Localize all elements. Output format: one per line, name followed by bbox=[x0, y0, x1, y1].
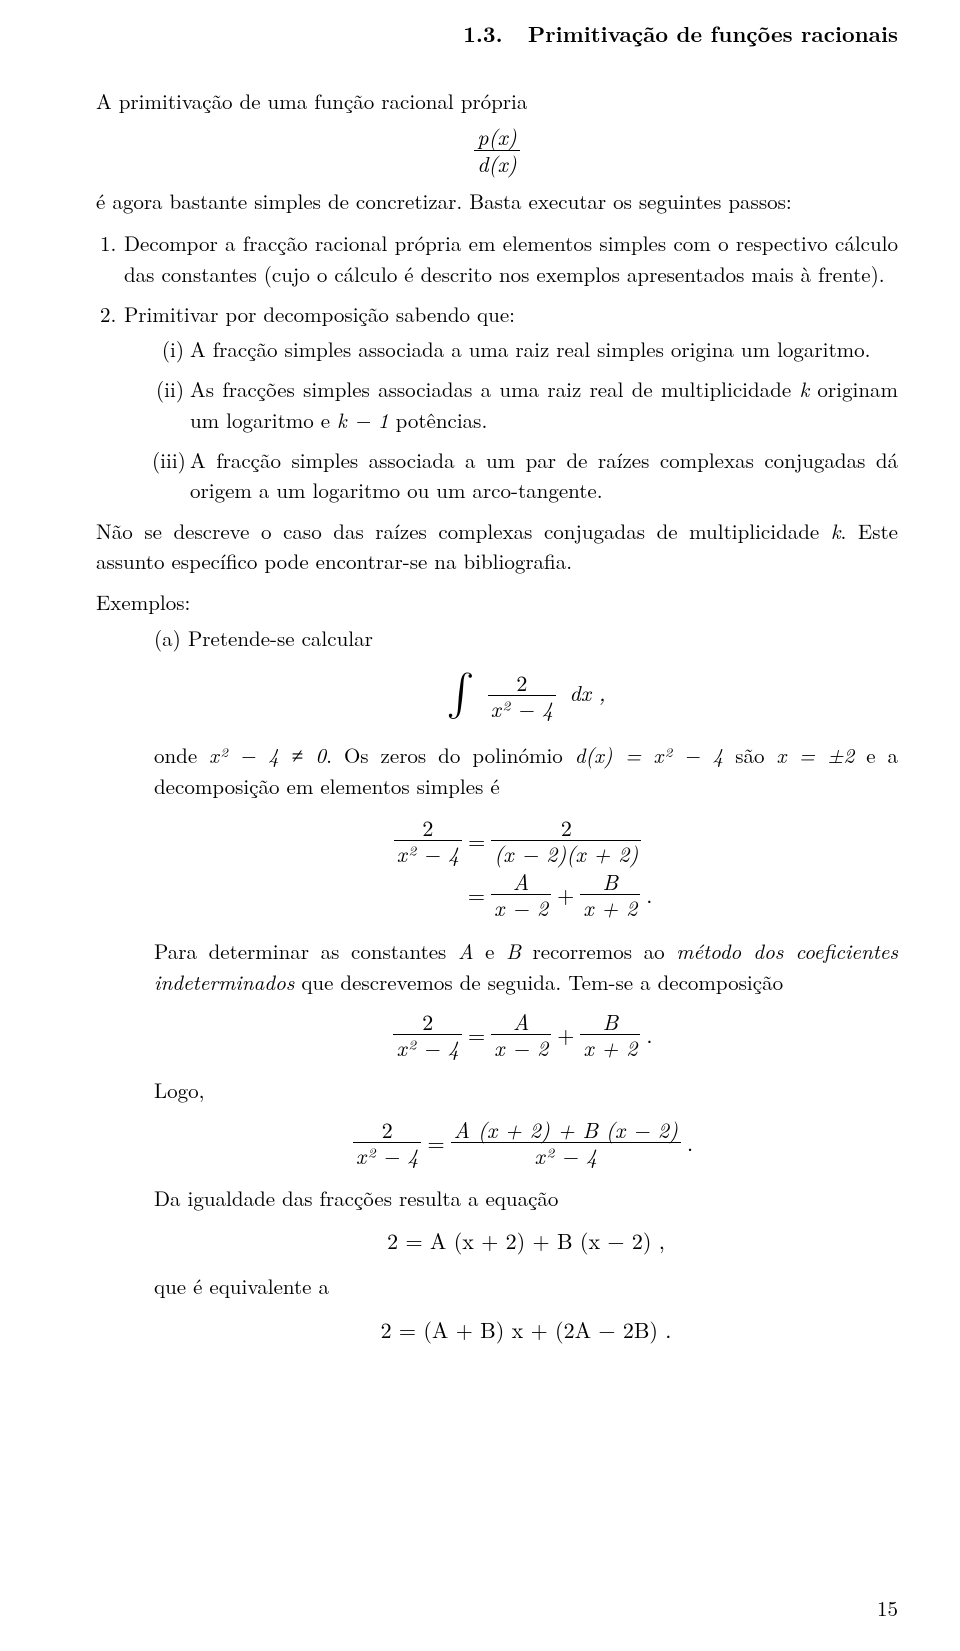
example-a-eq4: 2 = A (x + 2) + B (x − 2) , bbox=[154, 1225, 898, 1257]
example-a: (a)Pretende-se calcular ∫ 2 x² − 4 dx , … bbox=[154, 623, 898, 1345]
after-list-p1-a: Não se descreve o caso das raízes comple… bbox=[96, 516, 831, 546]
eq2-plus: + bbox=[551, 1019, 580, 1051]
eq1-eq: = bbox=[462, 825, 491, 857]
section-title: Primitivação de funções racionais bbox=[528, 18, 898, 49]
substep-i: (i)A fracção simples associada a uma rai… bbox=[152, 334, 898, 364]
eq3-dot: . bbox=[681, 1127, 699, 1159]
eq3-eq: = bbox=[421, 1127, 450, 1159]
example-a-p3: Para determinar as constantes A e B reco… bbox=[154, 936, 898, 997]
step-1: 1.Decompor a fracção racional própria em… bbox=[96, 228, 898, 289]
eq4-text: 2 = A (x + 2) + B (x − 2) , bbox=[387, 1225, 665, 1256]
example-a-logo: Logo, bbox=[154, 1075, 898, 1105]
substep-ii-expr: k − 1 bbox=[337, 405, 389, 435]
examples-label: Exemplos: bbox=[96, 587, 898, 617]
example-a-integral: ∫ 2 x² − 4 dx , bbox=[154, 666, 898, 727]
int-dx: dx , bbox=[569, 677, 605, 708]
eq1-eq2: = bbox=[462, 879, 491, 911]
substep-iii-marker: (iii) bbox=[152, 445, 190, 475]
p3-a: Para determinar as constantes bbox=[154, 936, 458, 966]
eq2-eq: = bbox=[462, 1019, 491, 1051]
example-a-p1: (a)Pretende-se calcular bbox=[188, 623, 898, 653]
intro-p2: é agora bastante simples de concretizar.… bbox=[96, 186, 898, 216]
eq1-r2b-den: x + 2 bbox=[580, 895, 640, 920]
substep-i-marker: (i) bbox=[152, 334, 190, 364]
p2-cond: x² − 4 ≠ 0 bbox=[209, 740, 326, 770]
example-a-eq1: 2 x² − 4 = 2 (x − 2)(x + 2) 2 x² − 4 = A… bbox=[154, 813, 898, 922]
substep-iii-text: A fracção simples associada a um par de … bbox=[190, 445, 898, 505]
after-list-p1-k: k bbox=[831, 516, 841, 546]
section-header: 1.3. Primitivação de funções racionais bbox=[96, 18, 898, 50]
integral-icon: ∫ bbox=[446, 664, 474, 725]
eq1-dot: . bbox=[640, 879, 658, 911]
p2-roots: x = ±2 bbox=[777, 740, 855, 770]
p3-d: que descrevemos de seguida. Tem-se a dec… bbox=[294, 967, 783, 997]
eq2-a-den: x − 2 bbox=[491, 1035, 551, 1060]
step-1-marker: 1. bbox=[100, 228, 124, 258]
example-a-p5: que é equivalente a bbox=[154, 1271, 898, 1301]
substep-ii-marker: (ii) bbox=[152, 374, 190, 404]
frac-den: d(x) bbox=[474, 151, 519, 176]
p3-b: e bbox=[474, 936, 507, 966]
eq1-plus: + bbox=[551, 879, 580, 911]
p2-c: são bbox=[723, 740, 776, 770]
eq2-lhs-den: x² − 4 bbox=[393, 1035, 462, 1060]
p2-a: onde bbox=[154, 740, 209, 770]
substeps-list: (i)A fracção simples associada a uma rai… bbox=[152, 334, 898, 506]
example-a-p4: Da igualdade das fracções resulta a equa… bbox=[154, 1183, 898, 1213]
after-list-p1: Não se descreve o caso das raízes comple… bbox=[96, 516, 898, 577]
p3-A: A bbox=[458, 936, 474, 966]
eq2-dot: . bbox=[640, 1019, 658, 1051]
p2-dx: d(x) = x² − 4 bbox=[575, 740, 723, 770]
eq3-lhs-den: x² − 4 bbox=[353, 1143, 422, 1168]
substep-iii: (iii)A fracção simples associada a um pa… bbox=[152, 445, 898, 506]
steps-list: 1.Decompor a fracção racional própria em… bbox=[96, 228, 898, 506]
eq1-lhs-den: x² − 4 bbox=[394, 841, 463, 866]
frac-num: p(x) bbox=[474, 124, 519, 150]
example-a-p2: onde x² − 4 ≠ 0. Os zeros do polinómio d… bbox=[154, 740, 898, 801]
eq1-r1-den: (x − 2)(x + 2) bbox=[491, 841, 641, 866]
eq1-r2a-den: x − 2 bbox=[491, 895, 551, 920]
substep-ii: (ii)As fracções simples associadas a uma… bbox=[152, 374, 898, 435]
substep-ii-k: k bbox=[799, 374, 809, 404]
example-a-eq5: 2 = (A + B) x + (2A − 2B) . bbox=[154, 1314, 898, 1346]
p2-b: . Os zeros do polinómio bbox=[326, 740, 575, 770]
step-2: 2.Primitivar por decomposição sabendo qu… bbox=[96, 299, 898, 506]
example-a-eq2: 2 x² − 4 = A x − 2 + B x + 2 . bbox=[154, 1009, 898, 1061]
page-number: 15 bbox=[877, 1593, 898, 1623]
p3-c: recorremos ao bbox=[521, 936, 676, 966]
intro-frac: p(x) d(x) bbox=[96, 124, 898, 176]
substep-i-text: A fracção simples associada a uma raiz r… bbox=[190, 334, 871, 364]
eq2-b-den: x + 2 bbox=[580, 1035, 640, 1060]
intro-p1: A primitivação de uma função racional pr… bbox=[96, 86, 898, 116]
section-number: 1.3. bbox=[463, 18, 502, 49]
step-2-marker: 2. bbox=[100, 299, 124, 329]
eq3-r-den: x² − 4 bbox=[451, 1143, 681, 1168]
int-den: x² − 4 bbox=[488, 696, 557, 721]
substep-ii-text-c: potências. bbox=[389, 405, 488, 435]
step-2-text: Primitivar por decomposição sabendo que: bbox=[124, 299, 515, 329]
p3-B: B bbox=[506, 936, 521, 966]
eq5-text: 2 = (A + B) x + (2A − 2B) . bbox=[381, 1314, 672, 1345]
substep-ii-text-a: As fracções simples associadas a uma rai… bbox=[190, 374, 799, 404]
example-a-eq3: 2 x² − 4 = A (x + 2) + B (x − 2) x² − 4 … bbox=[154, 1117, 898, 1169]
example-a-marker: (a) bbox=[154, 623, 188, 653]
example-a-p1-text: Pretende-se calcular bbox=[188, 623, 373, 653]
step-1-text: Decompor a fracção racional própria em e… bbox=[124, 228, 898, 288]
